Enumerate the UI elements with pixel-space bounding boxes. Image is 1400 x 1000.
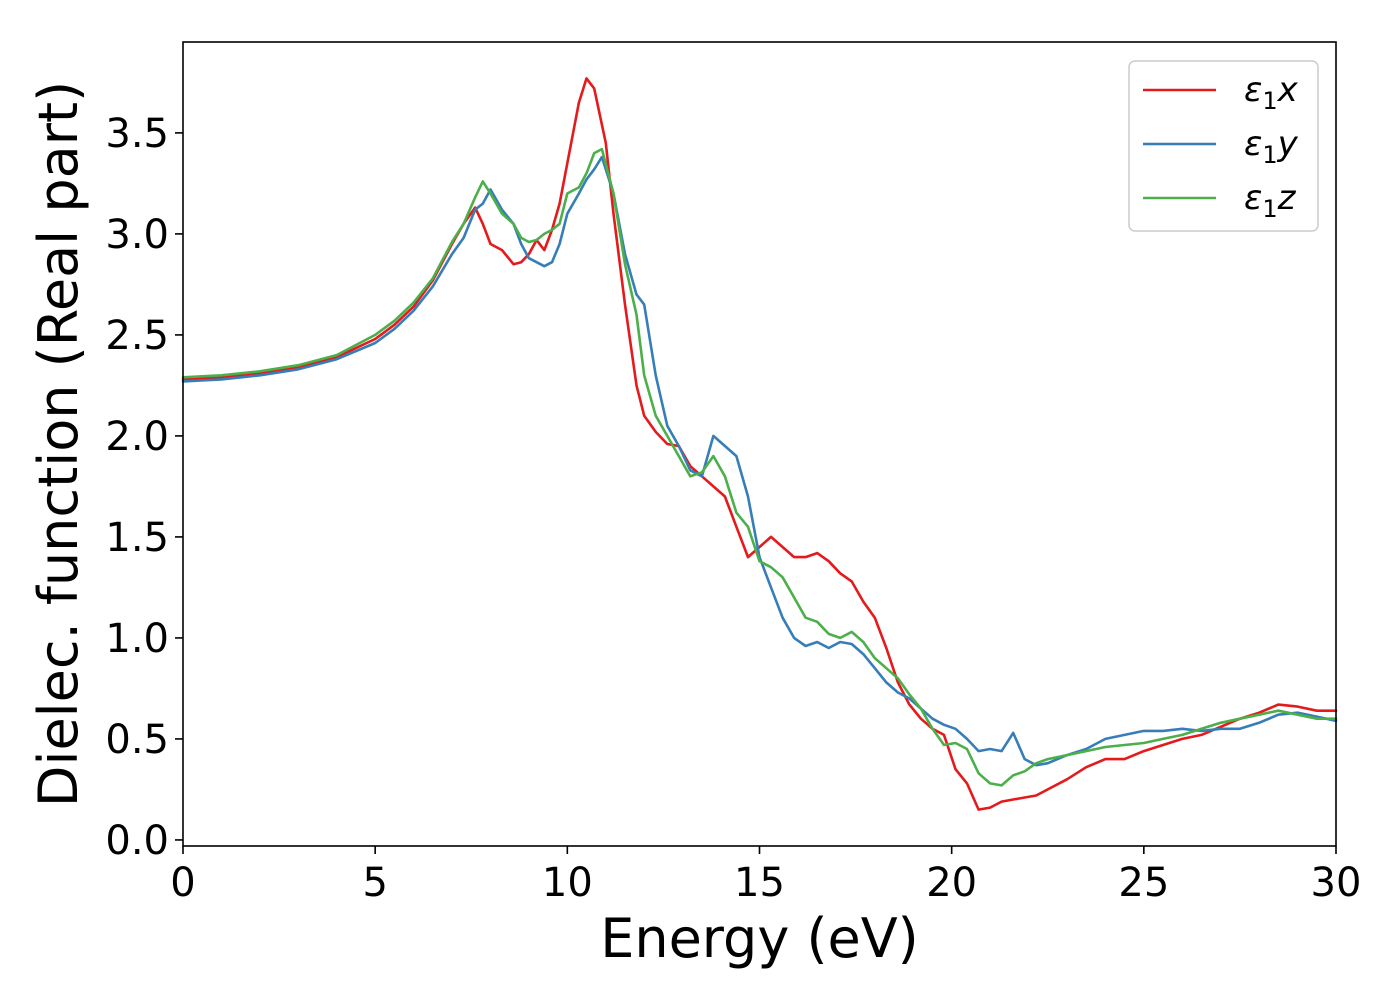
legend-label-y: ε1y xyxy=(1244,124,1299,169)
x-axis-label: Energy (eV) xyxy=(600,907,919,970)
y-tick-label: 3.0 xyxy=(105,212,169,258)
y-tick-label: 2.5 xyxy=(105,313,169,359)
x-tick-label: 30 xyxy=(1311,860,1362,906)
y-tick-label: 2.0 xyxy=(105,414,169,460)
x-tick-label: 5 xyxy=(362,860,387,906)
y-tick-label: 1.0 xyxy=(105,616,169,662)
x-tick-label: 25 xyxy=(1118,860,1169,906)
x-tick-label: 15 xyxy=(734,860,785,906)
series-layer xyxy=(181,77,1338,811)
legend-box xyxy=(1128,60,1319,232)
legend: ε1x ε1y ε1z xyxy=(1128,60,1319,232)
y-tick-label: 1.5 xyxy=(105,515,169,561)
y-axis-label: Dielec. function (Real part) xyxy=(27,81,90,807)
x-axis-ticks: 0 5 10 15 20 25 30 xyxy=(170,846,1361,906)
x-tick-label: 20 xyxy=(926,860,977,906)
y-tick-label: 3.5 xyxy=(105,111,169,157)
x-tick-label: 10 xyxy=(542,860,593,906)
legend-label-x: ε1x xyxy=(1244,70,1299,115)
series-line-z xyxy=(181,147,1338,787)
legend-label-z: ε1z xyxy=(1244,178,1297,223)
x-tick-label: 0 xyxy=(170,860,195,906)
y-tick-label: 0.5 xyxy=(105,717,169,763)
y-tick-label: 0.0 xyxy=(105,818,169,864)
series-line-x xyxy=(181,77,1338,811)
y-axis-ticks: 0.0 0.5 1.0 1.5 2.0 2.5 3.0 3.5 xyxy=(105,111,183,864)
